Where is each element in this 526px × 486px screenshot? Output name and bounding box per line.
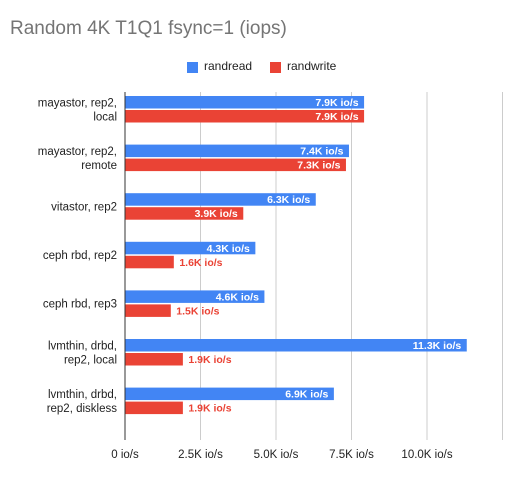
data-label-randwrite: 1.9K io/s <box>188 403 231 415</box>
data-label-randwrite: 3.9K io/s <box>195 208 238 220</box>
bar-randread <box>125 339 467 352</box>
bar-randwrite <box>125 401 183 415</box>
category-label: mayastor, rep2, <box>38 146 117 158</box>
data-label-randread: 6.9K io/s <box>285 389 328 401</box>
data-label-randwrite: 1.9K io/s <box>188 354 231 366</box>
data-label-randread: 6.3K io/s <box>267 194 310 206</box>
x-tick-label: 5.0K io/s <box>254 449 299 461</box>
legend-swatch-randwrite <box>270 62 281 73</box>
bar-randwrite <box>125 255 174 269</box>
x-tick-label: 7.5K io/s <box>329 449 374 461</box>
x-tick-label: 0 io/s <box>111 449 139 461</box>
data-label-randwrite: 7.9K io/s <box>315 111 358 123</box>
category-label: ceph rbd, rep2 <box>43 250 117 262</box>
category-label: remote <box>81 160 117 172</box>
bar-randwrite <box>125 158 346 172</box>
data-label-randread: 7.9K io/s <box>315 97 358 109</box>
data-label-randread: 11.3K io/s <box>413 340 462 352</box>
bar-randwrite <box>125 207 244 220</box>
legend-swatch-randread <box>187 62 198 73</box>
category-label: local <box>93 111 117 123</box>
data-label-randwrite: 7.3K io/s <box>297 160 340 172</box>
category-label: rep2, local <box>64 354 117 366</box>
x-tick-label: 2.5K io/s <box>178 449 223 461</box>
bar-randread <box>125 290 265 303</box>
chart-title: Random 4K T1Q1 fsync=1 (iops) <box>10 18 287 39</box>
data-label-randwrite: 1.5K io/s <box>176 305 219 317</box>
category-label: ceph rbd, rep3 <box>43 299 117 311</box>
legend-label-randread: randread <box>204 59 253 73</box>
data-label-randread: 4.6K io/s <box>216 291 259 303</box>
x-tick-label: 10.0K io/s <box>401 449 452 461</box>
category-label: rep2, diskless <box>47 403 118 415</box>
bar-randwrite <box>125 110 365 123</box>
category-label: vitastor, rep2 <box>51 201 117 213</box>
bar-randread <box>125 193 316 206</box>
category-label: lvmthin, drbd, <box>48 340 117 352</box>
legend-label-randwrite: randwrite <box>287 59 337 73</box>
bar-randread <box>125 387 334 401</box>
bar-randread <box>125 241 256 255</box>
data-label-randread: 4.3K io/s <box>207 243 250 255</box>
category-label: lvmthin, drbd, <box>48 389 117 401</box>
data-label-randread: 7.4K io/s <box>300 146 343 158</box>
bar-randwrite <box>125 304 171 317</box>
category-label: mayastor, rep2, <box>38 97 117 109</box>
bar-randread <box>125 144 349 158</box>
bar-randread <box>125 96 365 109</box>
bar-randwrite <box>125 353 183 366</box>
data-label-randwrite: 1.6K io/s <box>179 257 222 269</box>
